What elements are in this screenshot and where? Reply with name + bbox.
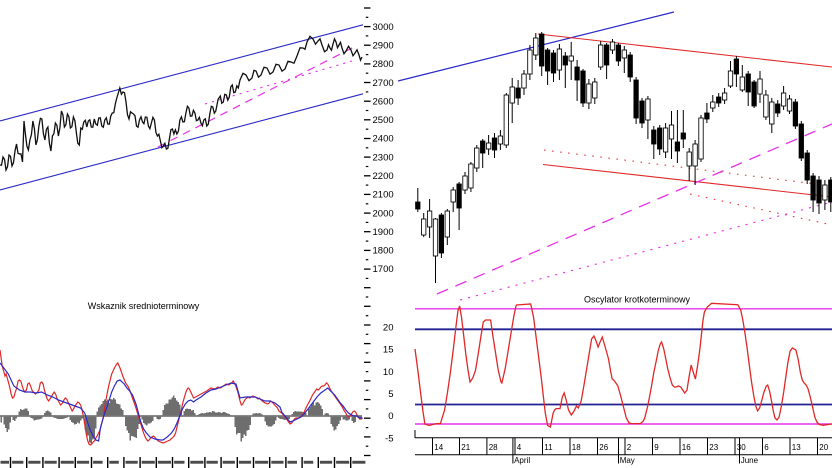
svg-text:9: 9 [654, 443, 659, 452]
svg-text:2900: 2900 [373, 41, 394, 52]
svg-text:Oscylator krotkoterminowy: Oscylator krotkoterminowy [584, 295, 691, 305]
svg-text:13: 13 [792, 443, 801, 452]
svg-text:15: 15 [383, 345, 394, 356]
svg-text:5: 5 [388, 389, 393, 400]
svg-text:0: 0 [388, 411, 393, 422]
svg-text:2200: 2200 [373, 171, 394, 182]
svg-text:20: 20 [819, 443, 828, 452]
svg-text:2000: 2000 [373, 208, 394, 219]
svg-text:10: 10 [383, 367, 394, 378]
svg-text:April: April [514, 456, 530, 465]
svg-text:21: 21 [461, 443, 470, 452]
svg-text:26: 26 [599, 443, 608, 452]
svg-text:11: 11 [544, 443, 553, 452]
svg-text:2400: 2400 [373, 134, 394, 145]
svg-text:18: 18 [572, 443, 581, 452]
svg-text:1900: 1900 [373, 227, 394, 238]
svg-text:June: June [741, 456, 759, 465]
svg-text:-5: -5 [385, 433, 393, 444]
svg-text:4: 4 [517, 443, 522, 452]
svg-text:1800: 1800 [373, 246, 394, 257]
svg-text:14: 14 [434, 443, 443, 452]
svg-text:28: 28 [489, 443, 498, 452]
svg-text:May: May [620, 456, 635, 465]
svg-text:2: 2 [627, 443, 632, 452]
svg-text:6: 6 [764, 443, 769, 452]
svg-text:23: 23 [709, 443, 718, 452]
svg-text:16: 16 [682, 443, 691, 452]
svg-text:2300: 2300 [373, 152, 394, 163]
svg-text:2100: 2100 [373, 190, 394, 201]
svg-text:2600: 2600 [373, 96, 394, 107]
svg-text:20: 20 [383, 323, 394, 334]
svg-text:2800: 2800 [373, 59, 394, 70]
svg-text:Wskaznik srednioterminowy: Wskaznik srednioterminowy [88, 301, 200, 311]
svg-text:1700: 1700 [373, 264, 394, 275]
svg-text:2500: 2500 [373, 115, 394, 126]
svg-text:3000: 3000 [373, 22, 394, 33]
svg-text:30: 30 [737, 443, 746, 452]
svg-text:2700: 2700 [373, 78, 394, 89]
